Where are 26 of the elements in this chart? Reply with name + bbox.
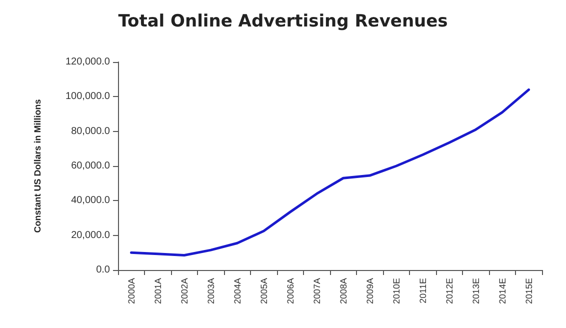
y-tick-label: 40,000.0 — [71, 195, 110, 206]
x-tick-label: 2000A — [126, 278, 136, 304]
x-tick-label: 2013E — [470, 278, 481, 304]
x-tick-label: 2003A — [206, 278, 216, 304]
line-series — [130, 88, 530, 257]
x-tick-label: 2005A — [258, 278, 269, 304]
chart-title: Total Online Advertising Revenues — [118, 12, 448, 32]
y-tick-label: 80,000.0 — [71, 126, 110, 137]
x-tick-label: 2009A — [364, 278, 375, 304]
x-tick-label: 2001A — [152, 278, 163, 304]
x-tick-label: 2002A — [179, 278, 190, 304]
x-tick-label: 2011E — [418, 278, 428, 304]
x-tick-label: 2007A — [312, 278, 322, 304]
y-tick-label: 120,000.0 — [66, 56, 110, 68]
x-tick-label: 2008A — [338, 278, 348, 304]
x-tick-label: 2014E — [497, 278, 508, 304]
y-tick-label: 100,000.0 — [66, 91, 110, 102]
y-axis-title: Constant US Dollars in Millions — [32, 99, 42, 233]
y-tick-label: 60,000.0 — [71, 160, 110, 172]
x-tick-label: 2010E — [391, 278, 402, 304]
y-tick-label: 20,000.0 — [71, 230, 110, 241]
y-tick-label: 0.0 — [96, 264, 110, 276]
x-tick-label: 2012E — [444, 278, 454, 304]
x-tick-label: 2015E — [524, 278, 534, 304]
x-tick-label: 2006A — [285, 278, 296, 304]
x-tick-label: 2004A — [232, 278, 242, 304]
